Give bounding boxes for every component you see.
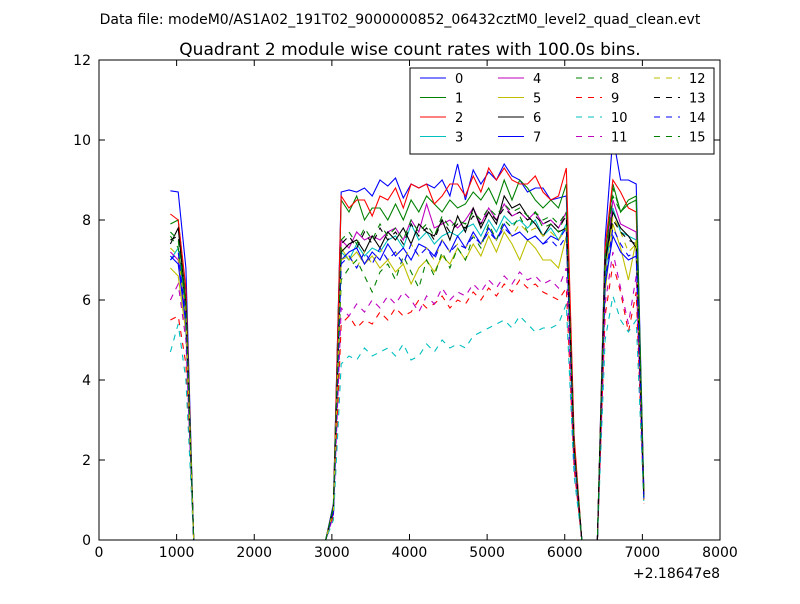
legend-label-3: 3: [455, 131, 463, 146]
legend-label-4: 4: [533, 72, 541, 87]
x-tick-label: 0: [95, 545, 104, 561]
legend-label-13: 13: [689, 92, 706, 107]
legend-label-5: 5: [533, 92, 541, 107]
legend-label-11: 11: [611, 131, 628, 146]
x-tick-label: 5000: [469, 545, 505, 561]
y-tick-label: 12: [73, 53, 91, 69]
legend-label-0: 0: [455, 72, 463, 87]
legend-label-15: 15: [689, 131, 706, 146]
figure-suptitle: Data file: modeM0/AS1A02_191T02_90000008…: [100, 12, 701, 28]
legend-label-10: 10: [611, 111, 628, 126]
series-line-14: [170, 226, 645, 540]
series-line-13: [170, 207, 645, 540]
y-tick-label: 10: [73, 133, 91, 149]
series-line-2: [170, 166, 645, 540]
series-line-0: [170, 135, 645, 540]
x-tick-label: 2000: [236, 545, 272, 561]
x-tick-label: 3000: [314, 545, 350, 561]
y-tick-label: 4: [82, 373, 91, 389]
series-lines: [169, 135, 645, 540]
series-line-6: [169, 194, 645, 540]
y-tick-label: 6: [82, 293, 91, 309]
legend-box: [409, 67, 715, 155]
y-tick-label: 2: [82, 453, 91, 469]
legend-label-7: 7: [533, 131, 541, 146]
x-tick-label: 8000: [702, 545, 738, 561]
legend-label-8: 8: [611, 72, 619, 87]
legend-label-2: 2: [455, 111, 463, 126]
y-tick-label: 0: [82, 533, 91, 549]
legend-label-9: 9: [611, 92, 619, 107]
series-line-4: [170, 199, 645, 540]
x-tick-label: 7000: [625, 545, 661, 561]
x-axis-offset-label: +2.18647e8: [633, 566, 720, 582]
series-line-15: [170, 194, 645, 540]
x-tick-label: 4000: [392, 545, 428, 561]
legend-label-6: 6: [533, 111, 541, 126]
legend-label-12: 12: [689, 72, 706, 87]
series-line-9: [170, 263, 645, 540]
series-line-1: [170, 178, 645, 540]
series-line-8: [169, 187, 645, 540]
legend-label-14: 14: [689, 111, 706, 126]
chart-title: Quadrant 2 module wise count rates with …: [179, 40, 640, 60]
x-tick-label: 6000: [547, 545, 583, 561]
x-tick-label: 1000: [159, 545, 195, 561]
legend-label-1: 1: [455, 92, 463, 107]
plot-area: 0 1000 2000 3000 4000 5000 6000 7000 80000246810…: [73, 53, 738, 561]
y-tick-label: 8: [82, 213, 91, 229]
